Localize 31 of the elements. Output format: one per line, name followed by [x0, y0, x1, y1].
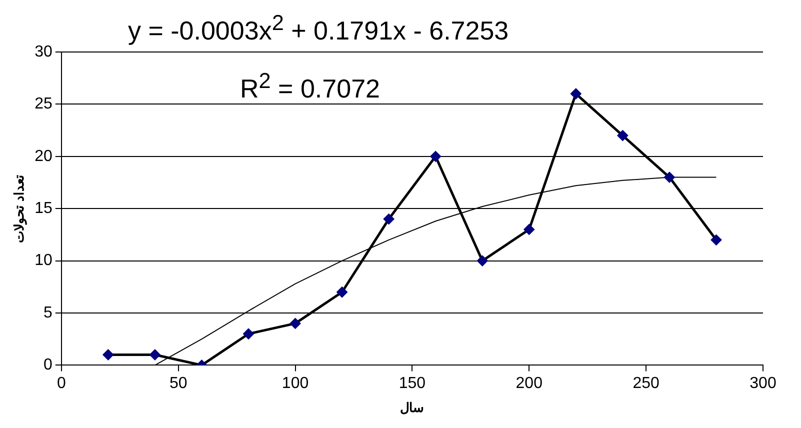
point [570, 88, 582, 100]
point [664, 172, 675, 183]
x-tick-label: 300 [750, 375, 776, 392]
x-tick-label: 150 [398, 375, 426, 392]
point [242, 328, 254, 340]
y-tick-label: 0 [43, 356, 52, 374]
point [290, 318, 301, 329]
point [430, 150, 442, 162]
text: y = -0.0003x$^{2}$ + 0.1791x - 6.7253 [128, 9, 509, 46]
point [710, 234, 722, 246]
annotation: R$^{2}$ = 0.7072 [240, 67, 380, 104]
y-tick-label: 30 [34, 43, 52, 60]
x-tick-label: 100 [282, 375, 309, 392]
y-tick-label: 25 [34, 96, 52, 113]
x-tick-label: 50 [169, 375, 188, 392]
x-tick-label: 250 [632, 375, 660, 392]
point [383, 214, 394, 225]
y-axis-title: تعداد تحولات [11, 174, 28, 243]
y-tick-label: 5 [43, 304, 52, 322]
point [336, 286, 348, 298]
y-tick-label: 15 [34, 200, 52, 218]
point [102, 349, 114, 360]
y-tick-label: 10 [34, 252, 52, 270]
point [524, 224, 535, 235]
x-tick-label: 200 [516, 375, 543, 392]
point [149, 349, 160, 360]
point [476, 255, 488, 266]
y-tick-label: 20 [34, 148, 52, 165]
x-axis-title: سال [400, 400, 424, 415]
point [617, 130, 628, 142]
x-tick-label: 0 [56, 375, 66, 392]
